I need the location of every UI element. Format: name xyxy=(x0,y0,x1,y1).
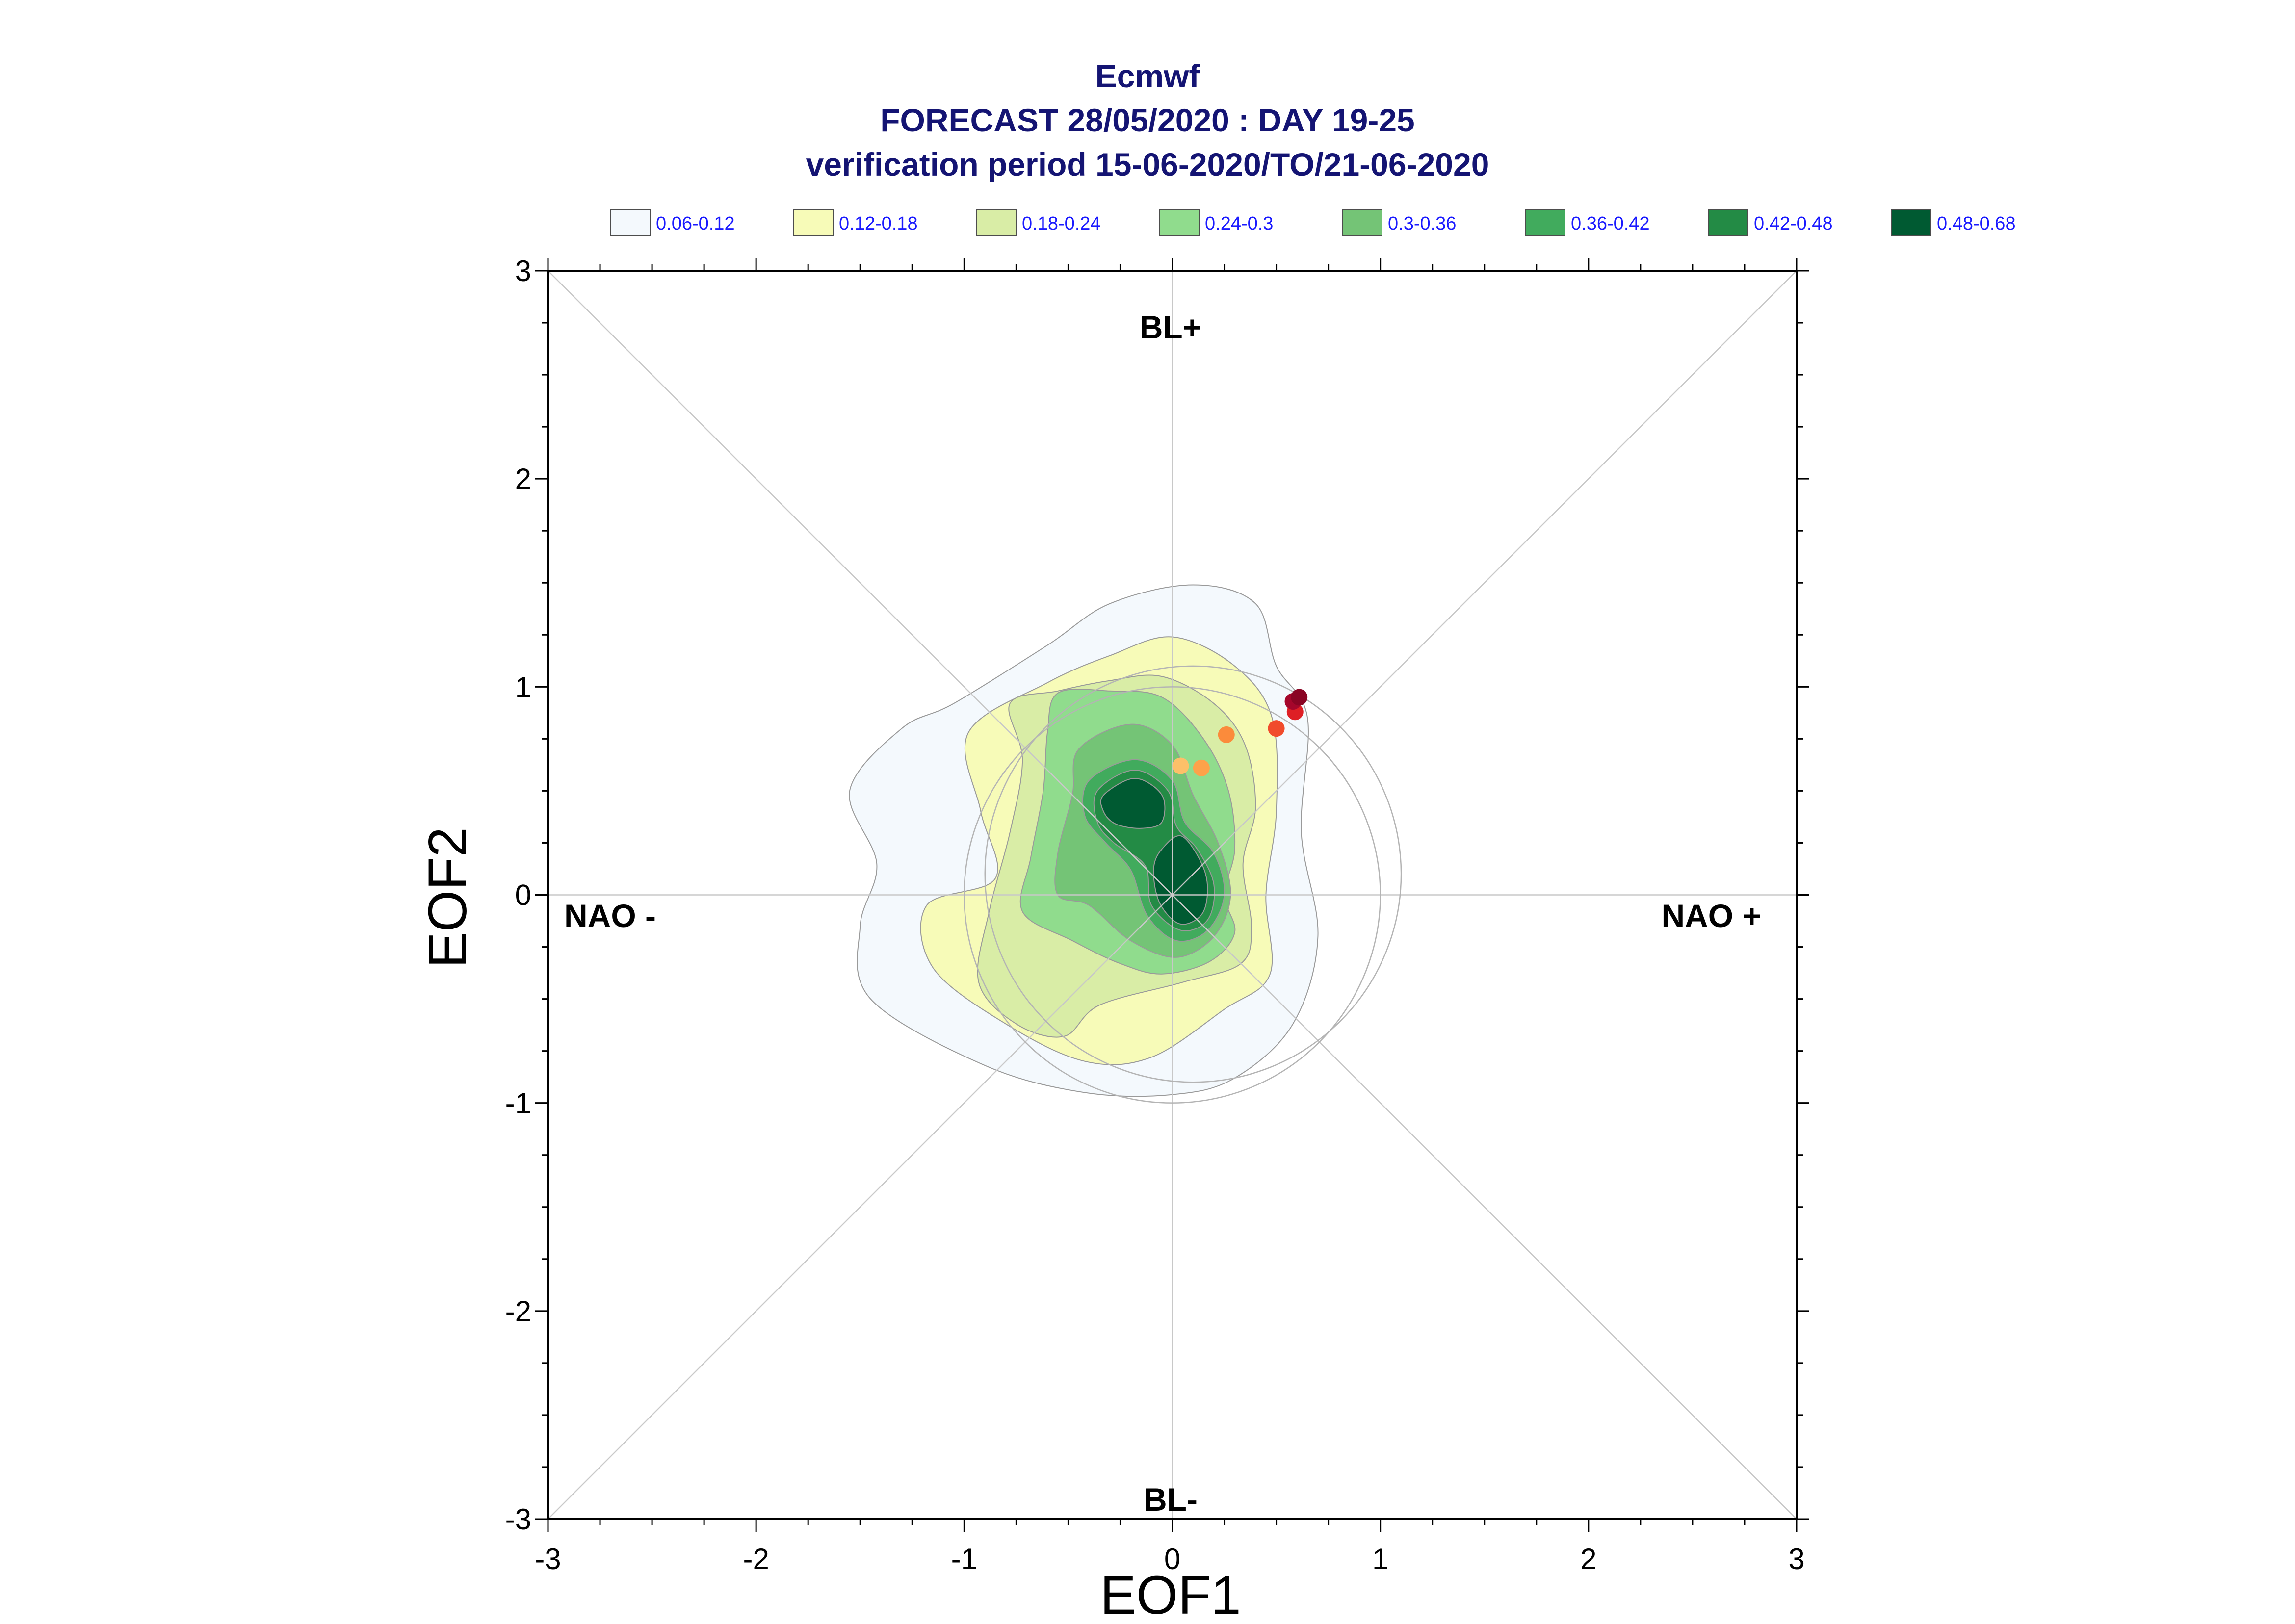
chart-title: Ecmwf xyxy=(1095,58,1200,94)
legend-label: 0.24-0.3 xyxy=(1205,213,1273,234)
x-tick-label: -3 xyxy=(535,1543,561,1575)
scatter-point xyxy=(1193,759,1210,776)
legend-swatch xyxy=(1708,209,1748,236)
legend: 0.06-0.12 0.12-0.18 0.18-0.24 0.24-0.3 0.3-0… xyxy=(610,209,2016,236)
x-tick-label: 0 xyxy=(1164,1543,1180,1575)
legend-label: 0.18-0.24 xyxy=(1022,213,1101,234)
chart-verification-period: verification period 15-06-2020/TO/21-06-… xyxy=(806,146,1489,182)
y-tick-label: -2 xyxy=(505,1295,531,1328)
density-contours xyxy=(849,584,1319,1097)
axes: -3 -2 -1 0 1 2 3 -3 -2 -1 0 1 2 3 xyxy=(505,255,1809,1575)
plot-area: -3 -2 -1 0 1 2 3 -3 -2 -1 0 1 2 3 xyxy=(505,255,1809,1575)
x-tick-label: 1 xyxy=(1372,1543,1388,1575)
legend-swatch xyxy=(1525,209,1565,236)
legend-label: 0.48-0.68 xyxy=(1937,213,2016,234)
x-tick-label: -1 xyxy=(951,1543,977,1575)
legend-swatch xyxy=(1159,209,1200,236)
y-tick-label: -1 xyxy=(505,1087,531,1120)
legend-swatch xyxy=(610,209,651,236)
scatter-point xyxy=(1218,726,1235,743)
y-axis-title: EOF2 xyxy=(417,827,478,968)
scatter-points xyxy=(1172,689,1308,776)
regime-label-bl-minus: BL- xyxy=(1144,1481,1198,1518)
y-tick-label: -3 xyxy=(505,1503,531,1536)
legend-swatch xyxy=(1891,209,1931,236)
y-tick-label: 0 xyxy=(515,879,531,912)
y-tick-label: 1 xyxy=(515,670,531,703)
x-tick-label: -2 xyxy=(743,1543,769,1575)
scatter-point xyxy=(1291,689,1308,706)
legend-label: 0.36-0.42 xyxy=(1571,213,1650,234)
regime-label-nao-minus: NAO - xyxy=(564,898,656,934)
x-tick-label: 3 xyxy=(1788,1543,1804,1575)
reference-circle xyxy=(984,665,1402,1083)
chart-subtitle: FORECAST 28/05/2020 : DAY 19-25 xyxy=(880,102,1415,138)
guide-lines xyxy=(548,270,1797,1520)
x-axis-title: EOF1 xyxy=(1100,1565,1241,1624)
density-contour-level-7 xyxy=(1100,777,1166,829)
regime-label-nao-plus: NAO + xyxy=(1661,898,1761,934)
legend-label: 0.3-0.36 xyxy=(1388,213,1456,234)
legend-swatch xyxy=(793,209,834,236)
y-tick-label: 3 xyxy=(515,255,531,287)
regime-label-bl-plus: BL+ xyxy=(1140,309,1202,345)
legend-swatch xyxy=(976,209,1017,236)
reference-circle xyxy=(964,686,1381,1104)
y-tick-label: 2 xyxy=(515,463,531,495)
scatter-point xyxy=(1172,757,1189,774)
legend-label: 0.42-0.48 xyxy=(1754,213,1833,234)
legend-swatch xyxy=(1342,209,1382,236)
reference-circles xyxy=(964,665,1402,1104)
scatter-point xyxy=(1268,720,1285,737)
legend-label: 0.12-0.18 xyxy=(839,213,918,234)
x-tick-label: 2 xyxy=(1580,1543,1596,1575)
legend-label: 0.06-0.12 xyxy=(656,213,735,234)
